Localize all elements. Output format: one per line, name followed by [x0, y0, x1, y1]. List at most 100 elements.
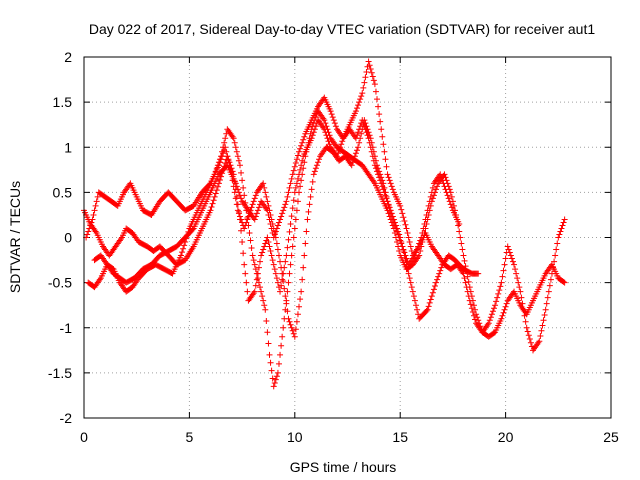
data-point [367, 66, 374, 73]
data-point [288, 324, 295, 331]
data-point [270, 383, 277, 390]
data-point [311, 168, 318, 175]
data-point [292, 184, 299, 191]
data-point [388, 213, 395, 220]
data-point [270, 234, 277, 241]
data-point [427, 296, 434, 303]
data-point [500, 267, 507, 274]
data-point [385, 174, 392, 181]
data-point [250, 198, 257, 205]
data-point [447, 201, 454, 208]
data-point [261, 243, 268, 250]
data-point [468, 305, 475, 312]
data-point [271, 380, 278, 387]
data-point [553, 246, 560, 253]
data-point [401, 217, 408, 224]
data-point [238, 227, 245, 234]
data-point [550, 264, 557, 271]
data-point [406, 275, 413, 282]
data-point [292, 216, 299, 223]
data-point [392, 225, 399, 232]
data-point [309, 123, 316, 130]
data-point [420, 225, 427, 232]
data-point [303, 148, 310, 155]
data-point [247, 237, 254, 244]
data-point [285, 236, 292, 243]
data-point [522, 318, 529, 325]
y-tick-label: 0 [64, 230, 72, 246]
data-point [309, 178, 316, 185]
data-point [557, 228, 564, 235]
data-point [291, 163, 298, 170]
data-point [279, 276, 286, 283]
data-point [296, 303, 303, 310]
data-point [464, 273, 471, 280]
data-point [216, 176, 223, 183]
data-point [288, 252, 295, 259]
x-axis-label: GPS time / hours [290, 459, 397, 475]
data-point [298, 142, 305, 149]
data-point [321, 117, 328, 124]
data-point [255, 279, 262, 286]
data-point [435, 273, 442, 280]
data-point [236, 213, 243, 220]
data-point [273, 240, 280, 247]
data-point [85, 228, 92, 235]
data-point [297, 145, 304, 152]
data-point [521, 312, 528, 319]
data-point [400, 214, 407, 221]
data-point [375, 103, 382, 110]
data-point [402, 221, 409, 228]
data-point [372, 157, 379, 164]
data-point [351, 153, 358, 160]
data-point [424, 207, 431, 214]
data-point [460, 270, 467, 277]
data-point [509, 258, 516, 265]
data-point [389, 216, 396, 223]
data-point [268, 367, 275, 374]
data-point [189, 226, 196, 233]
data-point [517, 288, 524, 295]
data-point [411, 297, 418, 304]
data-point [359, 126, 366, 133]
data-point [492, 302, 499, 309]
data-point [279, 333, 286, 340]
data-point [405, 270, 412, 277]
data-point [431, 283, 438, 290]
data-point [212, 190, 219, 197]
data-point [498, 279, 505, 286]
data-point [266, 243, 273, 250]
data-point [380, 180, 387, 187]
data-point [423, 307, 430, 314]
y-tick-label: 1.5 [53, 94, 73, 110]
data-point [440, 180, 447, 187]
data-point [286, 184, 293, 191]
data-point [307, 193, 314, 200]
data-point [207, 207, 214, 214]
data-point [353, 147, 360, 154]
data-point [356, 99, 363, 106]
data-point [238, 216, 245, 223]
data-point [425, 303, 432, 310]
data-point [360, 84, 367, 91]
data-point [289, 243, 296, 250]
data-point [324, 126, 331, 133]
series-4 [91, 58, 568, 354]
data-point [405, 234, 412, 241]
data-point [252, 282, 259, 289]
data-point [93, 198, 100, 205]
data-point [501, 261, 508, 268]
data-point [425, 202, 432, 209]
data-point [272, 228, 279, 235]
data-point [258, 252, 265, 259]
data-point [525, 332, 532, 339]
data-point [281, 204, 288, 211]
data-point [305, 208, 312, 215]
data-point [437, 171, 444, 178]
data-point [218, 156, 225, 163]
data-point [527, 339, 534, 346]
data-point [291, 225, 298, 232]
data-point [233, 201, 240, 208]
data-point [261, 184, 268, 191]
data-point [265, 340, 272, 347]
